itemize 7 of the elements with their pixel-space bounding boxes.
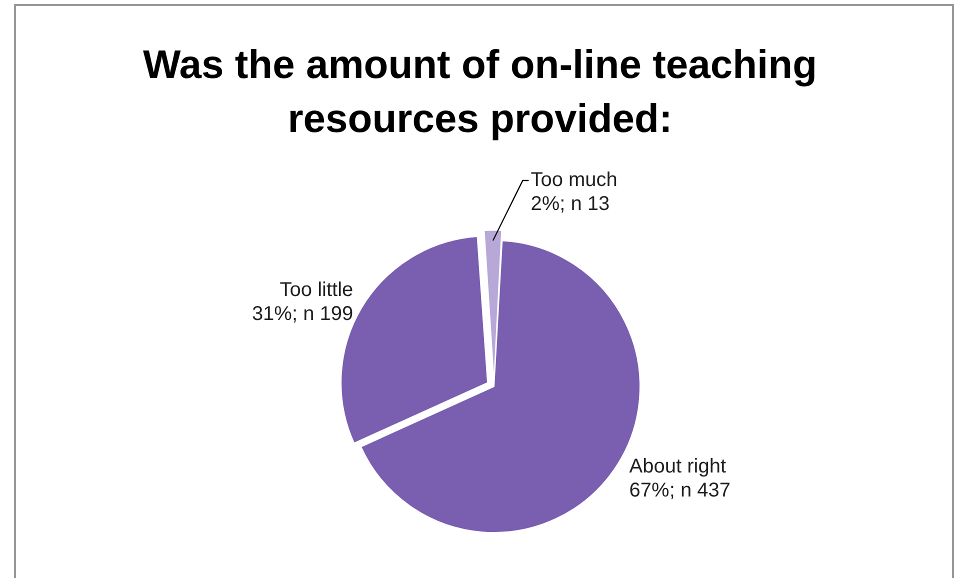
slice-label: Too much bbox=[530, 169, 618, 192]
data-label: 2%; n 13 bbox=[530, 193, 610, 216]
data-label: 31%; n 199 bbox=[252, 303, 354, 326]
slice-label: About right bbox=[629, 456, 726, 478]
data-label: 67%; n 437 bbox=[629, 480, 730, 502]
slice-label: Too little bbox=[280, 279, 354, 302]
chart-title: Was the amount of on-line teaching resources provided: bbox=[142, 42, 818, 143]
